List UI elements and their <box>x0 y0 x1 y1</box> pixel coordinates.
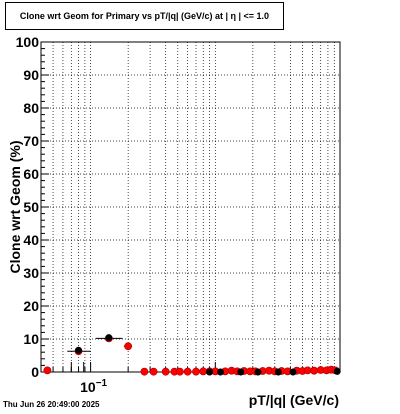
data-point <box>124 342 133 351</box>
y-tick-label: 100 <box>16 34 40 50</box>
data-point <box>149 367 158 376</box>
y-tick-label: 10 <box>23 331 39 347</box>
x-axis-label: pT/|q| (GeV/c) <box>249 392 339 408</box>
y-tick-label: 30 <box>23 265 39 281</box>
data-point <box>289 368 297 376</box>
data-point <box>216 368 224 376</box>
data-point <box>333 367 341 375</box>
data-point <box>310 366 319 375</box>
y-tick-label: 90 <box>23 67 39 83</box>
data-point <box>274 368 282 376</box>
grid-lines <box>41 42 340 372</box>
y-tick-label: 70 <box>23 133 39 149</box>
data-point <box>192 367 200 376</box>
data-point <box>161 367 170 376</box>
data-point <box>43 366 52 375</box>
timestamp: Thu Jun 26 20:49:00 2025 <box>3 400 100 409</box>
data-point <box>183 367 192 376</box>
y-tick-label: 50 <box>23 199 39 215</box>
data-point <box>175 367 184 376</box>
y-tick-label: 60 <box>23 166 39 182</box>
y-axis-label: Clone wrt Geom (%) <box>7 140 23 273</box>
y-tick-label: 80 <box>23 100 39 116</box>
data-point <box>105 334 113 342</box>
y-tick-label: 20 <box>23 298 39 314</box>
data-point <box>303 366 312 375</box>
chart-title: Clone wrt Geom for Primary vs pT/|q| (Ge… <box>5 2 284 30</box>
data-point <box>206 368 214 376</box>
data-point <box>254 368 262 376</box>
data-point <box>140 367 149 376</box>
y-axis: 0 10 20 30 40 50 60 70 80 90 100 <box>16 34 49 380</box>
x-axis: 10−1 <box>40 362 341 395</box>
plot-frame <box>40 41 341 373</box>
data-point <box>237 368 245 376</box>
data-point <box>75 346 83 354</box>
x-tick-label: 10−1 <box>80 378 107 395</box>
y-tick-label: 0 <box>31 364 39 380</box>
data-points <box>43 334 341 376</box>
y-tick-label: 40 <box>23 232 39 248</box>
